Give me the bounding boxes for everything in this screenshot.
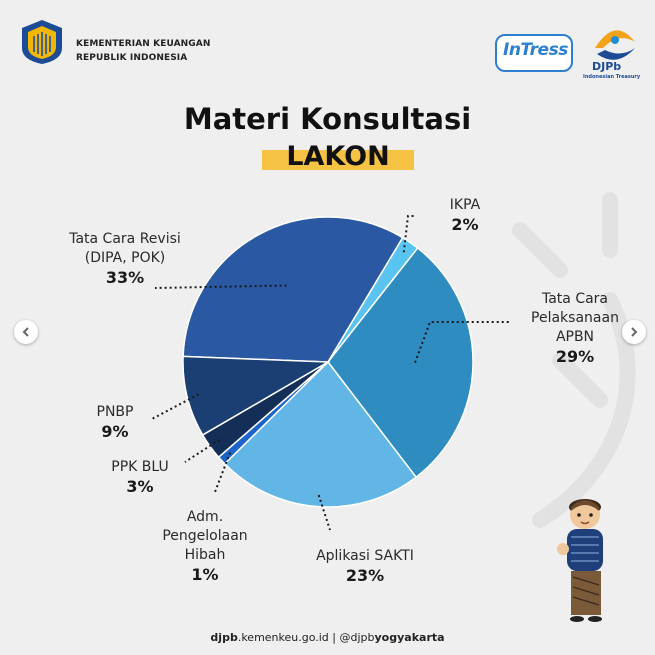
leader-line (317, 494, 331, 531)
djpb-logo-text: DJPb (592, 60, 622, 73)
label-tata-cara-revisi: Tata Cara Revisi (DIPA, POK) 33% (40, 230, 210, 287)
label-ppk-blu: PPK BLU 3% (95, 458, 185, 496)
slice-label: Pengelolaan (162, 528, 248, 544)
label-tata-cara-pelaksanaan: Tata Cara Pelaksanaan APBN 29% (520, 290, 630, 366)
slice-percent: 3% (126, 477, 154, 496)
org-name: KEMENTERIAN KEUANGAN REPUBLIK INDONESIA (76, 37, 211, 65)
chart-title: Materi Konsultasi (183, 102, 472, 136)
slice-percent: 2% (451, 215, 479, 234)
slice-label: Aplikasi SAKTI (316, 548, 414, 564)
chevron-right-icon (631, 327, 638, 337)
label-ikpa: IKPA 2% (425, 196, 505, 234)
footer-separator: | (328, 631, 340, 644)
footer: djpb.kemenkeu.go.id | @djpbyogyakarta (0, 631, 655, 644)
djpb-logo-icon (595, 30, 635, 60)
djpb-tagline: Indonesian Treasury (583, 74, 641, 80)
intress-logo-text: InTress (503, 40, 568, 60)
slice-label: APBN (555, 329, 595, 345)
label-adm-hibah: Adm. Pengelolaan Hibah 1% (150, 508, 260, 584)
leader-line (184, 438, 221, 463)
mascot-illustration (557, 499, 603, 622)
slice-percent: 29% (555, 347, 595, 366)
pie-slice-aplikasi-sakti (223, 360, 418, 508)
pie-slice-pnbp (182, 355, 331, 436)
pie-slice-tata-cara-revisi-dipa-pok (182, 216, 404, 363)
label-aplikasi-sakti: Aplikasi SAKTI 23% (300, 547, 430, 585)
slice-percent: 1% (191, 565, 219, 584)
leader-line (414, 321, 510, 363)
label-pnbp: PNBP 9% (80, 403, 150, 441)
slice-label: Tata Cara (541, 291, 609, 307)
slice-label: Hibah (184, 547, 226, 563)
pie-slice-tata-cara-pelaksanaan-apbn (327, 246, 474, 479)
footer-handle-pre: @djpb (339, 631, 375, 644)
leader-line (149, 393, 200, 421)
slice-percent: 33% (105, 268, 145, 287)
slice-percent: 23% (345, 566, 385, 585)
slice-percent: 9% (101, 422, 129, 441)
slice-label: PNBP (96, 404, 134, 420)
next-slide-button[interactable] (622, 320, 646, 344)
org-line2: REPUBLIK INDONESIA (76, 53, 188, 63)
slice-label: Adm. (186, 509, 224, 525)
slice-label: PPK BLU (111, 459, 169, 475)
leader-line (402, 215, 416, 253)
prev-slide-button[interactable] (14, 320, 38, 344)
slice-label: IKPA (449, 197, 481, 213)
slice-label: Pelaksanaan (531, 310, 619, 326)
slice-label: (DIPA, POK) (84, 250, 166, 266)
chart-subtitle: LAKON (286, 141, 390, 172)
footer-site-bold: djpb (210, 631, 238, 644)
chevron-left-icon (22, 327, 29, 337)
leader-line (154, 284, 287, 289)
subtitle-highlight (262, 150, 414, 170)
footer-handle-bold: yogyakarta (374, 631, 445, 644)
footer-site-rest: .kemenkeu.go.id (237, 631, 329, 644)
org-line1: KEMENTERIAN KEUANGAN (76, 39, 211, 49)
slice-label: Tata Cara Revisi (69, 231, 181, 247)
kemenkeu-emblem-icon (22, 20, 62, 64)
leader-line (214, 452, 232, 493)
intress-logo: InTress (495, 34, 573, 72)
